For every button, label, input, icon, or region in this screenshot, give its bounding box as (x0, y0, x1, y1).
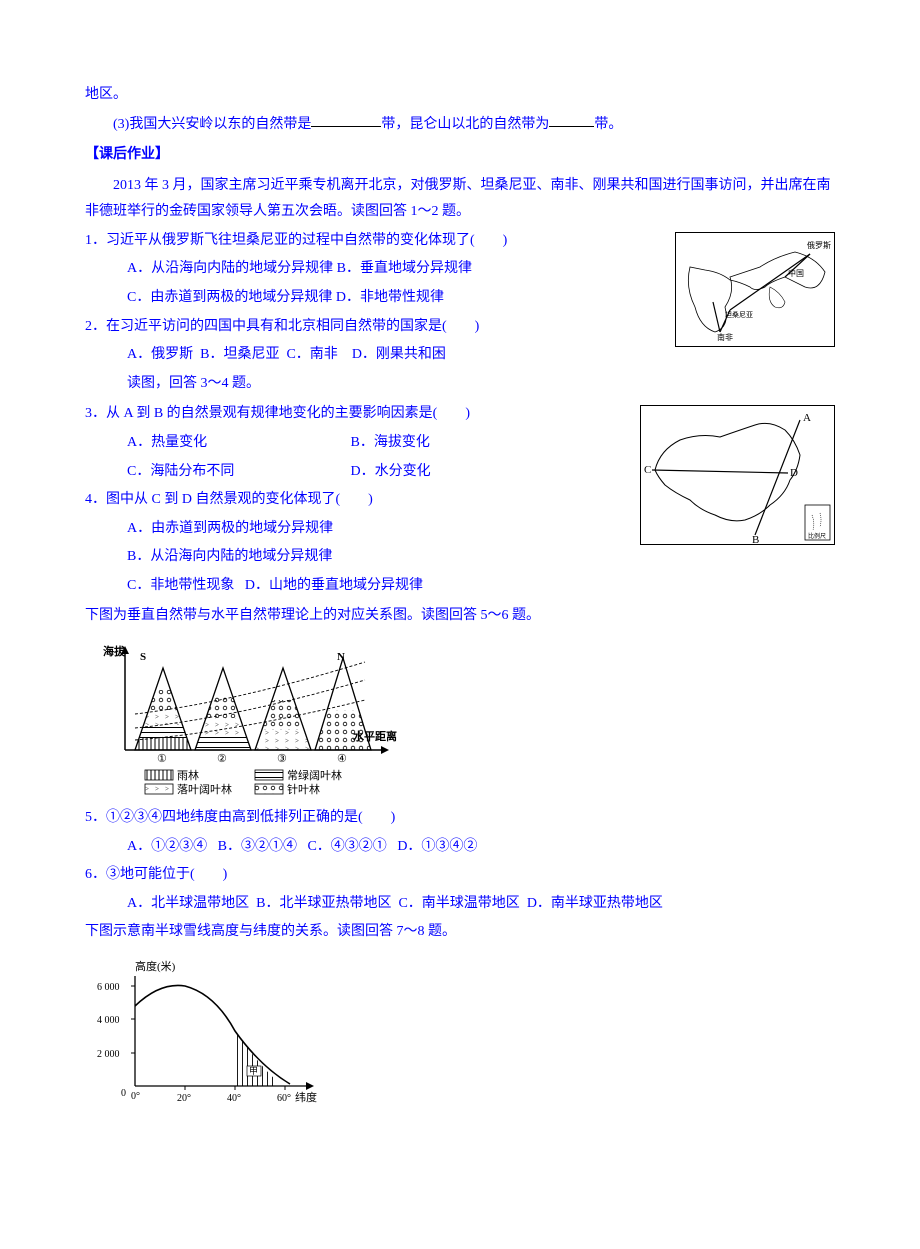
q6-optA: A．北半球温带地区 (127, 896, 249, 911)
q6-options: A．北半球温带地区 B．北半球亚热带地区 C．南半球温带地区 D．南半球亚热带地… (85, 891, 835, 918)
q3-optC: C．海陆分布不同 (127, 459, 347, 486)
intro-5-6: 下图为垂直自然带与水平自然带理论上的对应关系图。读图回答 5～6 题。 (85, 603, 835, 630)
q6-optD: D．南半球亚热带地区 (527, 896, 663, 911)
blank-north-kunlun (549, 111, 594, 128)
svg-text:纬度: 纬度 (295, 1090, 317, 1104)
svg-text:②: ② (217, 753, 227, 765)
q2-optD: D．刚果共和困 (352, 347, 446, 362)
svg-text:雨林: 雨林 (177, 768, 199, 782)
svg-text:60°: 60° (277, 1093, 291, 1104)
q2-optB: B．坦桑尼亚 (200, 347, 279, 362)
svg-text:2 000: 2 000 (97, 1049, 120, 1060)
section-title: 【课后作业】 (85, 142, 835, 169)
q3-optB: B．海拔变化 (351, 435, 430, 450)
l2-prefix: (3)我国大兴安岭以东的自然带是 (113, 116, 311, 131)
q1-optC: C．由赤道到两极的地域分异规律 (127, 290, 332, 305)
svg-text:0°: 0° (131, 1091, 140, 1102)
svg-text:①: ① (157, 753, 167, 765)
blank-east-daxinganling (311, 111, 381, 128)
label-B: B (752, 534, 759, 545)
snowline-chart: 高度(米) 6 000 4 000 2 000 0 0° 20° 40° 60°… (85, 956, 835, 1111)
label-southafrica: 南非 (717, 332, 733, 342)
q5-stem: 5．①②③④四地纬度由高到低排列正确的是( ) (85, 805, 835, 832)
label-C: C (644, 464, 651, 476)
q5-options: A．①②③④ B．③②①④ C．④③②① D．①③④② (85, 834, 835, 861)
q1-optB: B．垂直地域分异规律 (337, 261, 472, 276)
svg-text:海拔: 海拔 (103, 644, 126, 658)
q5-optC: C．④③②① (307, 839, 386, 854)
q3-optD: D．水分变化 (351, 464, 431, 479)
l2-mid: 带，昆仑山以北的自然带为 (381, 116, 549, 131)
svg-text:常绿阔叶林: 常绿阔叶林 (287, 768, 342, 782)
q4-optB: B．从沿海向内陆的地域分异规律 (85, 544, 835, 571)
q1-optA: A．从沿海向内陆的地域分异规律 (127, 261, 333, 276)
china-map-figure: A B C D 比例尺 (640, 405, 835, 545)
q4-options-cd: C．非地带性现象 D．山地的垂直地域分异规律 (85, 573, 835, 600)
svg-text:20°: 20° (177, 1093, 191, 1104)
svg-text:S: S (140, 651, 146, 663)
q2-optA: A．俄罗斯 (127, 347, 193, 362)
world-map-figure: 俄罗斯 中国 坦桑尼亚 南非 (675, 232, 835, 347)
svg-text:6 000: 6 000 (97, 982, 120, 993)
label-tanzania: 坦桑尼亚 (725, 310, 753, 319)
carryover-line2: (3)我国大兴安岭以东的自然带是 带，昆仑山以北的自然带为 带。 (85, 111, 835, 138)
q6-optB: B．北半球亚热带地区 (256, 896, 391, 911)
label-D: D (790, 467, 798, 479)
svg-text:③: ③ (277, 753, 287, 765)
q5-optA: A．①②③④ (127, 839, 207, 854)
q4-optD: D．山地的垂直地域分异规律 (245, 578, 423, 593)
svg-text:落叶阔叶林: 落叶阔叶林 (177, 782, 232, 795)
label-scale: 比例尺 (808, 532, 826, 540)
q2-readline: 读图，回答 3～4 题。 (85, 371, 835, 398)
svg-text:甲: 甲 (249, 1066, 258, 1076)
q6-optC: C．南半球温带地区 (398, 896, 519, 911)
svg-text:针叶林: 针叶林 (287, 782, 320, 795)
l2-suffix: 带。 (594, 116, 622, 131)
svg-text:40°: 40° (227, 1093, 241, 1104)
label-A: A (803, 412, 811, 424)
label-china: 中国 (788, 268, 804, 278)
label-russia: 俄罗斯 (807, 240, 831, 250)
svg-text:4 000: 4 000 (97, 1015, 120, 1026)
svg-text:0: 0 (121, 1088, 126, 1099)
q5-optB: B．③②①④ (218, 839, 297, 854)
q3-optA: A．热量变化 (127, 430, 347, 457)
carryover-line1: 地区。 (85, 82, 835, 109)
q4-optC: C．非地带性现象 (127, 578, 234, 593)
svg-text:④: ④ (337, 753, 347, 765)
q2-optC: C．南非 (286, 347, 337, 362)
q1-optD: D．非地带性规律 (336, 290, 444, 305)
intro-1-2: 2013 年 3 月，国家主席习近平乘专机离开北京，对俄罗斯、坦桑尼亚、南非、刚… (85, 173, 835, 226)
intro-7-8: 下图示意南半球雪线高度与纬度的关系。读图回答 7～8 题。 (85, 919, 835, 946)
svg-text:高度(米): 高度(米) (135, 959, 176, 973)
mountain-diagram: 海拔 水平距离 S N > (85, 640, 835, 795)
q6-stem: 6．③地可能位于( ) (85, 862, 835, 889)
q5-optD: D．①③④② (397, 839, 477, 854)
